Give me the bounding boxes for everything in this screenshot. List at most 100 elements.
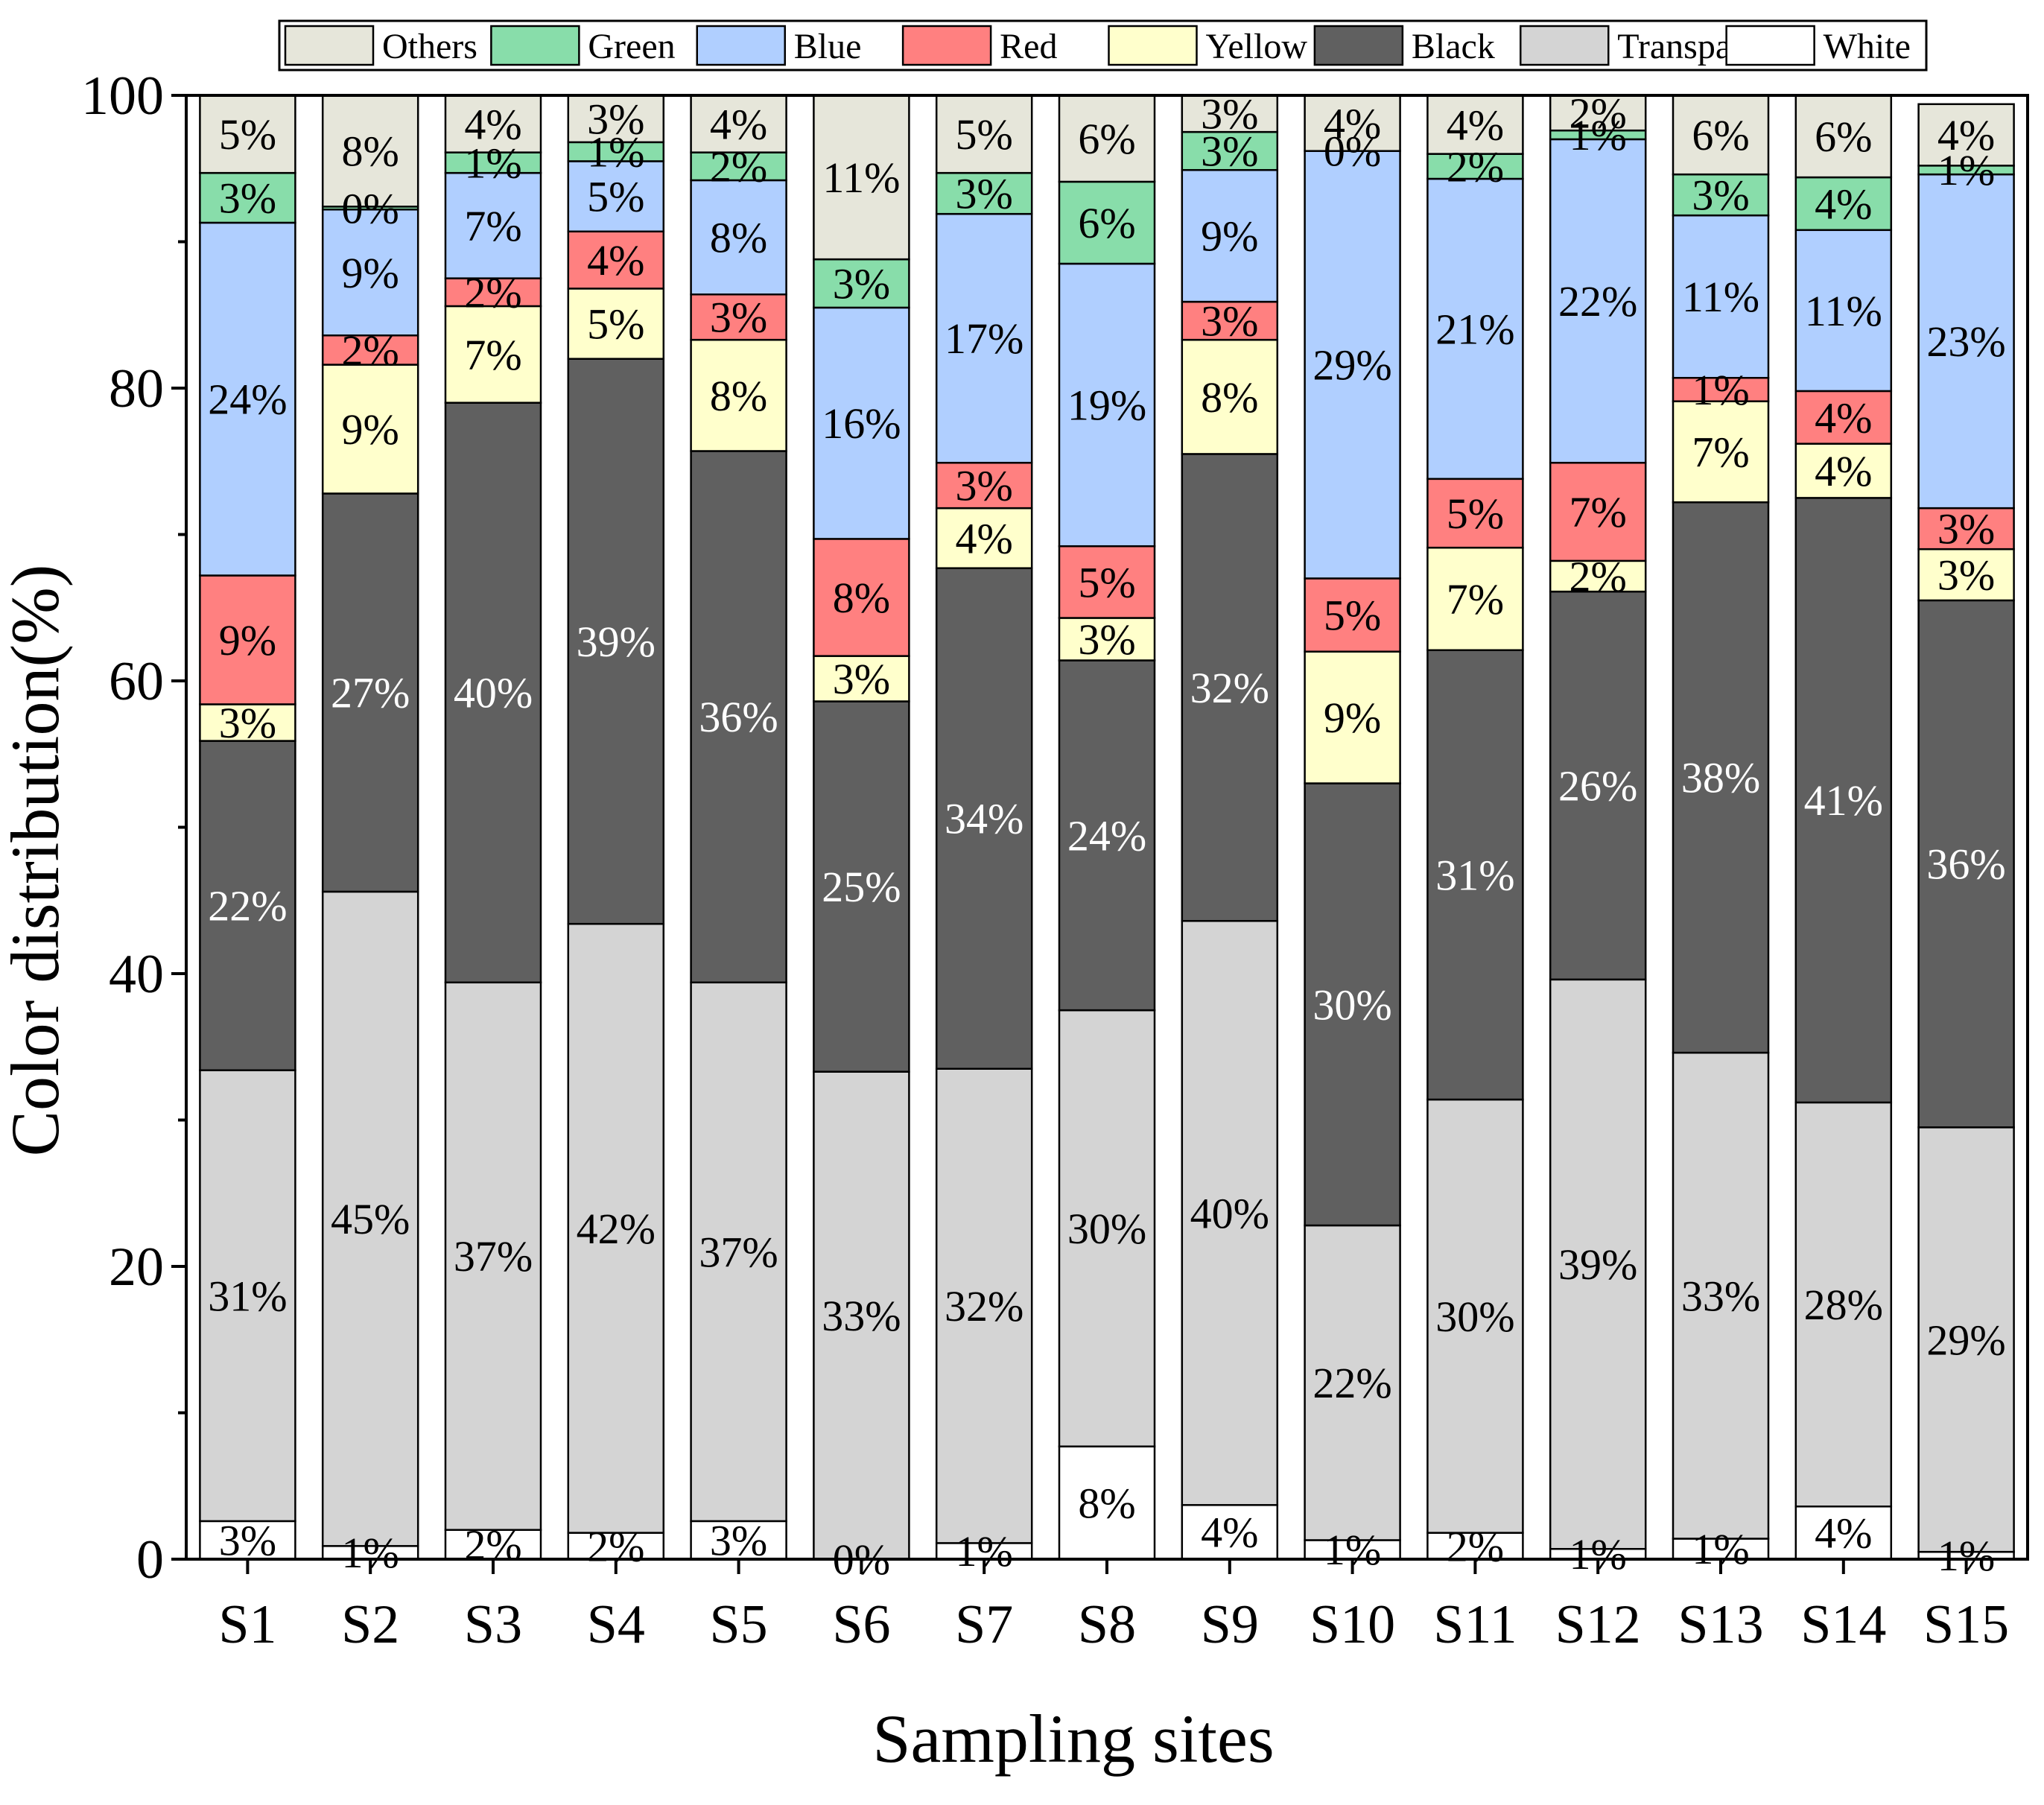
data-label-s11-transparent: 30% <box>1435 1292 1514 1341</box>
bar-s6-black <box>813 700 910 1073</box>
data-label-s3-green: 1% <box>464 139 521 187</box>
bar-s15-blue <box>1917 173 2015 510</box>
bar-s2-blue <box>321 209 419 337</box>
data-label-s1-yellow: 3% <box>219 699 276 747</box>
x-tick-label: S8 <box>1078 1594 1136 1655</box>
data-label-s8-yellow: 3% <box>1078 615 1135 664</box>
bars <box>199 94 2015 1561</box>
bar-s2-yellow <box>321 364 419 495</box>
data-label-s4-red: 4% <box>587 236 644 285</box>
data-label-s12-transparent: 39% <box>1558 1240 1637 1289</box>
data-label-s13-green: 3% <box>1692 171 1749 220</box>
bar-s10-blue <box>1304 150 1401 580</box>
bar-s5-green <box>690 151 787 182</box>
data-label-s13-black: 38% <box>1681 754 1760 802</box>
data-label-s10-green: 0% <box>1324 127 1381 176</box>
x-tick-label: S9 <box>1201 1594 1259 1655</box>
bar-s6-transparent <box>813 1070 910 1561</box>
data-label-s6-others: 11% <box>822 153 900 202</box>
legend-swatch-yellow <box>1108 25 1198 66</box>
bar-s2-transparent <box>321 890 419 1547</box>
legend-swatch-others <box>284 25 375 66</box>
bar-s4-white <box>567 1532 665 1561</box>
bar-s1-red <box>199 574 296 705</box>
bar-s8-white <box>1058 1445 1156 1561</box>
bar-s8-black <box>1058 659 1156 1012</box>
data-label-s15-transparent: 29% <box>1926 1316 2005 1364</box>
bar-s15-black <box>1917 599 2015 1129</box>
x-tick-label: S6 <box>832 1594 890 1655</box>
bar-s7-green <box>935 171 1033 215</box>
bar-s9-white <box>1181 1504 1279 1561</box>
x-tick-label: S1 <box>218 1594 276 1655</box>
data-label-s8-others: 6% <box>1078 115 1135 163</box>
data-label-s7-blue: 17% <box>945 314 1023 363</box>
x-tick-label: S3 <box>464 1594 522 1655</box>
data-label-s5-blue: 8% <box>710 214 767 262</box>
bar-s12-yellow <box>1549 559 1647 593</box>
bar-s8-blue <box>1058 262 1156 548</box>
bar-s6-blue <box>813 306 910 540</box>
data-label-s6-yellow: 3% <box>833 655 890 703</box>
bar-s4-blue <box>567 160 665 232</box>
bar-s14-red <box>1794 390 1893 445</box>
data-label-s10-red: 5% <box>1324 591 1381 640</box>
data-label-s4-black: 39% <box>577 618 656 666</box>
data-label-s5-transparent: 37% <box>699 1228 778 1276</box>
data-label-s2-yellow: 9% <box>342 405 399 454</box>
bar-s7-black <box>935 567 1033 1070</box>
bar-s6-green <box>813 258 910 309</box>
bar-s3-yellow <box>444 305 542 404</box>
bar-s3-green <box>444 151 542 174</box>
bar-s1-black <box>199 740 296 1071</box>
bar-s14-transparent <box>1794 1101 1893 1508</box>
data-label-s2-blue: 9% <box>342 249 399 297</box>
y-axis-title: Color distribution(%) <box>0 565 73 1157</box>
data-label-s10-blue: 29% <box>1313 341 1391 390</box>
bar-s8-others <box>1058 94 1156 183</box>
bar-s13-white <box>1672 1538 1770 1561</box>
bar-s13-transparent <box>1672 1051 1770 1540</box>
legend: Others Green Blue Red Yellow Black Transparent… <box>278 19 1928 72</box>
x-tick-label: S12 <box>1555 1594 1641 1655</box>
legend-label-others: Others <box>382 27 477 66</box>
data-label-s9-white: 4% <box>1201 1509 1258 1557</box>
data-label-s12-red: 7% <box>1570 488 1627 536</box>
bar-s3-transparent <box>444 981 542 1531</box>
bar-s13-others <box>1672 94 1770 176</box>
data-label-s13-others: 6% <box>1692 111 1749 159</box>
bar-s9-yellow <box>1181 338 1279 455</box>
bar-s15-yellow <box>1917 548 2015 602</box>
x-tick-label: S11 <box>1433 1594 1517 1655</box>
x-tick-label: S13 <box>1678 1594 1763 1655</box>
legend-swatch-red <box>901 25 992 66</box>
bar-s13-black <box>1672 501 1770 1054</box>
data-label-s2-black: 27% <box>331 669 410 717</box>
bar-s12-transparent <box>1549 978 1647 1550</box>
data-label-s8-blue: 19% <box>1067 381 1146 430</box>
data-label-s11-others: 4% <box>1447 101 1504 149</box>
bar-s14-blue <box>1794 229 1893 393</box>
bar-s11-others <box>1426 94 1524 155</box>
data-label-s15-blue: 23% <box>1926 317 2005 366</box>
bar-s1-transparent <box>199 1069 296 1523</box>
bar-s15-transparent <box>1917 1126 2015 1553</box>
bar-s13-red <box>1672 376 1770 402</box>
data-label-s15-green: 1% <box>1937 146 1995 194</box>
bar-s5-blue <box>690 179 787 296</box>
bar-s8-red <box>1058 545 1156 619</box>
data-label-s5-yellow: 8% <box>710 372 767 420</box>
bar-s10-white <box>1304 1539 1401 1561</box>
data-label-s9-black: 32% <box>1190 664 1269 712</box>
bar-s7-others <box>935 94 1033 174</box>
data-label-s7-green: 3% <box>956 170 1013 218</box>
data-label-s3-black: 40% <box>454 669 533 717</box>
bar-s15-others <box>1917 103 2015 167</box>
bar-s11-yellow <box>1426 546 1524 651</box>
data-label-s8-white: 8% <box>1078 1479 1135 1527</box>
data-label-s14-yellow: 4% <box>1815 447 1872 495</box>
x-tick-label: S2 <box>341 1594 399 1655</box>
data-label-s2-transparent: 45% <box>331 1195 410 1243</box>
